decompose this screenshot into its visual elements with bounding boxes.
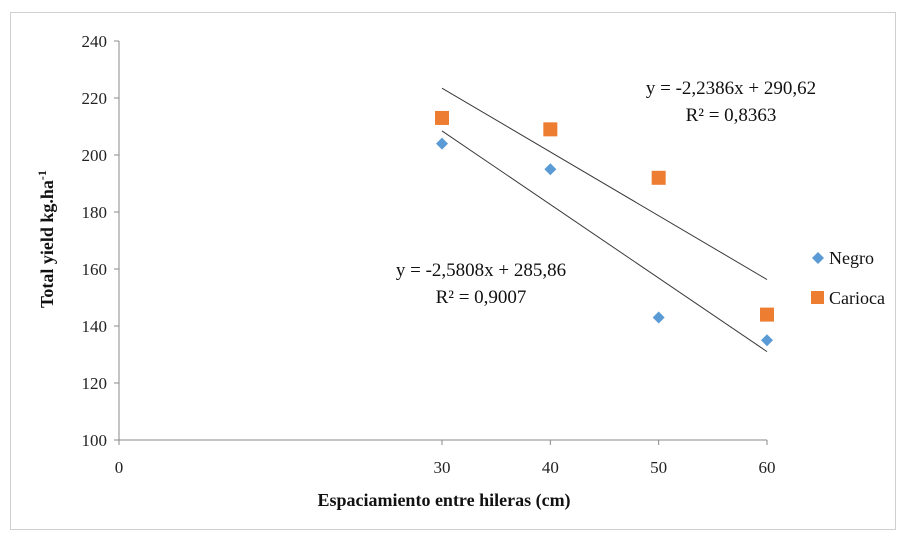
trendline-carioca [441,87,768,280]
negro-trend-r2: R² = 0,9007 [436,287,527,308]
legend-label-negro: Negro [829,248,874,268]
y-tick-label: 220 [82,89,108,108]
y-tick-label: 180 [82,203,108,222]
point-negro [652,311,665,324]
point-negro [761,334,773,347]
y-tick-label: 160 [82,260,108,279]
x-tick-label: 30 [434,458,451,477]
y-tick-label: 200 [82,146,108,165]
data-points [435,110,774,347]
y-axis-title-main: Total yield kg.ha [37,180,57,308]
x-tick-label: 0 [115,458,124,477]
chart-frame: 100 120 140 160 180 200 220 240 0 30 40 50 60 y = -2… [10,12,896,530]
y-tick-label: 240 [82,32,108,51]
negro-trend-equation: y = -2,5808x + 285,86 [396,260,566,281]
point-carioca [435,110,449,125]
legend-label-carioca: Carioca [829,288,885,308]
point-carioca [760,307,774,322]
y-tick-label: 120 [82,374,108,393]
y-tick-label: 140 [82,317,108,336]
point-negro [544,163,557,176]
y-tick-label: 100 [82,431,108,450]
carioca-trend-r2: R² = 0,8363 [686,105,777,126]
y-axis-title-superscript: -1 [35,170,49,180]
point-negro [436,137,448,150]
legend: Negro Carioca [811,248,885,308]
axes: 100 120 140 160 180 200 220 240 0 30 40 50 60 [82,32,776,477]
point-carioca [543,122,558,137]
x-axis-title: Espaciamiento entre hileras (cm) [317,490,570,511]
x-tick-label: 40 [542,458,559,477]
point-carioca [651,170,666,185]
trendline-labels: y = -2,2386x + 290,62 R² = 0,8363 y = -2… [396,78,816,308]
legend-marker-carioca [811,291,824,304]
scatter-chart: 100 120 140 160 180 200 220 240 0 30 40 50 60 y = -2… [35,32,885,511]
legend-marker-negro [812,252,824,264]
x-tick-label: 50 [650,458,667,477]
trendline-negro [441,130,768,353]
trendlines [441,87,768,353]
y-axis-title: Total yield kg.ha-1 [35,170,57,308]
x-tick-label: 60 [759,458,776,477]
carioca-trend-equation: y = -2,2386x + 290,62 [646,78,816,99]
